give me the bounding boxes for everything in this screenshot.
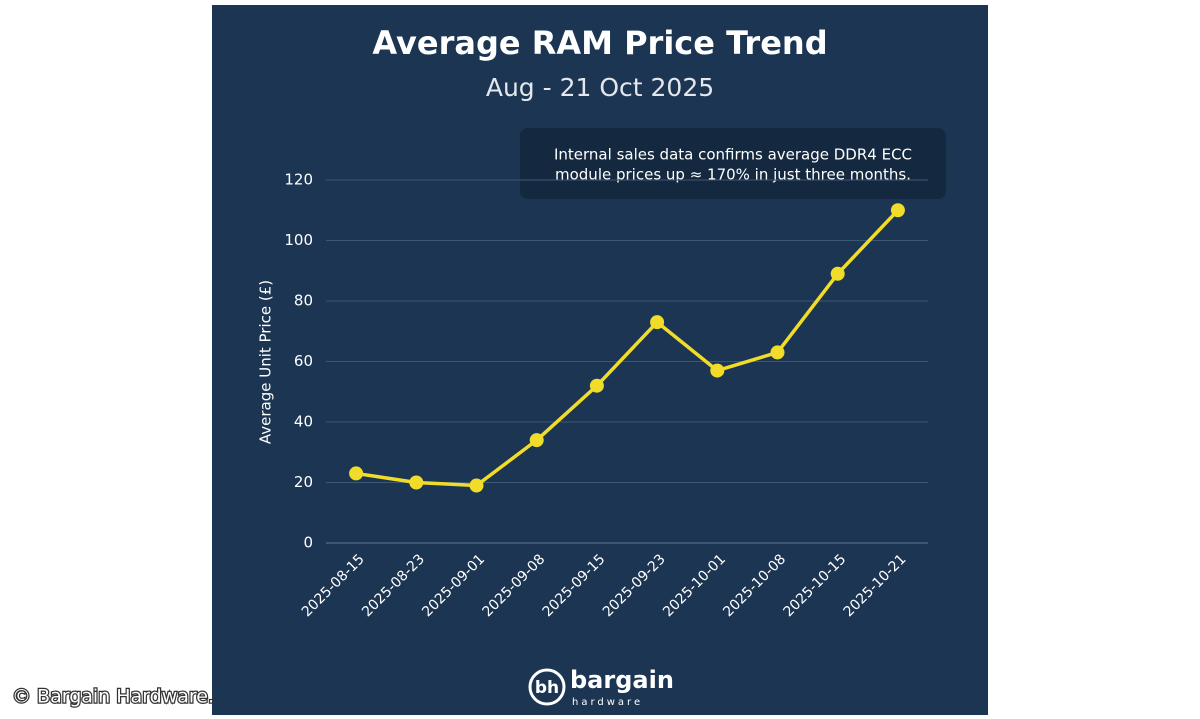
point bbox=[589, 378, 604, 393]
chart-title: Average RAM Price Trend bbox=[372, 24, 827, 62]
point bbox=[710, 363, 725, 378]
point bbox=[770, 345, 785, 360]
point bbox=[830, 266, 845, 281]
point bbox=[890, 203, 905, 218]
annotation: module prices up ≈ 170% in just three mo… bbox=[555, 166, 911, 184]
line bbox=[355, 209, 900, 488]
y-tick-label: 100 bbox=[284, 231, 313, 249]
point bbox=[650, 315, 665, 330]
y-tick-label: 80 bbox=[294, 292, 313, 310]
logo-ring bbox=[528, 668, 566, 706]
point bbox=[529, 433, 544, 448]
y-tick-label: 40 bbox=[294, 413, 313, 431]
annotation: Internal sales data confirms average DDR… bbox=[554, 146, 912, 164]
point bbox=[469, 478, 484, 493]
chart-subtitle: Aug - 21 Oct 2025 bbox=[486, 73, 714, 102]
y-axis-label: Average Unit Price (£) bbox=[257, 280, 275, 444]
y-tick-label: 0 bbox=[303, 534, 313, 552]
logo-name: bargain bbox=[570, 666, 674, 694]
y-tick-label: 120 bbox=[284, 171, 313, 189]
logo-mark: bh bbox=[535, 678, 559, 698]
y-tick-label: 20 bbox=[294, 473, 313, 491]
point bbox=[409, 475, 424, 490]
watermark: © Bargain Hardware. bbox=[12, 686, 214, 708]
annotation-box bbox=[520, 128, 946, 199]
logo-tagline: hardware bbox=[572, 697, 643, 708]
point bbox=[349, 466, 364, 481]
panel bbox=[212, 5, 988, 715]
y-tick-label: 60 bbox=[294, 352, 313, 370]
